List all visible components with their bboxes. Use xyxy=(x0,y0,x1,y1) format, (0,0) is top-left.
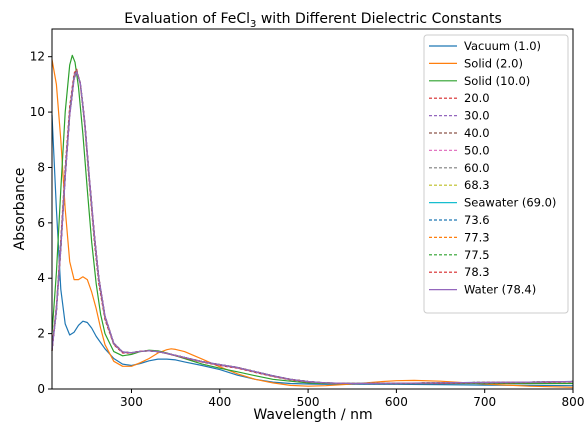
legend-entry-label: 60.0 xyxy=(464,161,490,175)
plot-lines xyxy=(51,54,574,388)
plot-frame xyxy=(51,28,574,390)
legend-entry-label: 30.0 xyxy=(464,109,490,123)
y-tick-label: 2 xyxy=(37,327,45,341)
legend-entry-label: Solid (10.0) xyxy=(464,74,530,88)
x-tick-label: 700 xyxy=(473,395,496,409)
chart-title: Evaluation of FeCl3 with Different Diele… xyxy=(124,11,502,30)
legend-entry-label: 68.3 xyxy=(464,178,490,192)
legend: Vacuum (1.0) Solid (2.0) Solid (10.0) 20.0 3… xyxy=(423,34,569,314)
legend-entry-label: 78.3 xyxy=(464,265,490,279)
y-axis-label: Absorbance xyxy=(12,168,28,251)
x-tick-label: 800 xyxy=(562,395,585,409)
x-axis-ticks: 300 400 500 600 700 800 xyxy=(120,389,584,409)
legend-entry-label: Solid (2.0) xyxy=(464,56,523,70)
x-tick-label: 500 xyxy=(297,395,320,409)
series-line-1 xyxy=(51,59,574,388)
y-axis-ticks: 0 2 4 6 8 10 12 xyxy=(30,50,52,396)
y-tick-label: 6 xyxy=(37,216,45,230)
legend-entry-label: Water (78.4) xyxy=(464,283,536,297)
y-tick-label: 0 xyxy=(37,382,45,396)
legend-entry-label: 77.3 xyxy=(464,230,490,244)
y-tick-label: 10 xyxy=(30,105,45,119)
legend-entry-label: 20.0 xyxy=(464,91,490,105)
x-tick-label: 300 xyxy=(120,395,143,409)
y-tick-label: 8 xyxy=(37,160,45,174)
y-tick-label: 12 xyxy=(30,50,45,64)
x-axis-label: Wavelength / nm xyxy=(253,407,372,423)
x-tick-label: 600 xyxy=(385,395,408,409)
legend-box xyxy=(423,34,569,314)
x-tick-label: 400 xyxy=(208,395,231,409)
series-line-0 xyxy=(51,114,574,387)
legend-entry-label: 40.0 xyxy=(464,126,490,140)
legend-entry-label: 50.0 xyxy=(464,143,490,157)
legend-entry-label: Vacuum (1.0) xyxy=(464,39,541,53)
legend-entry-label: 77.5 xyxy=(464,248,490,262)
series-line-14 xyxy=(51,71,574,385)
y-tick-label: 4 xyxy=(37,271,45,285)
legend-entry-label: Seawater (69.0) xyxy=(464,196,556,210)
legend-entry-label: 73.6 xyxy=(464,213,490,227)
